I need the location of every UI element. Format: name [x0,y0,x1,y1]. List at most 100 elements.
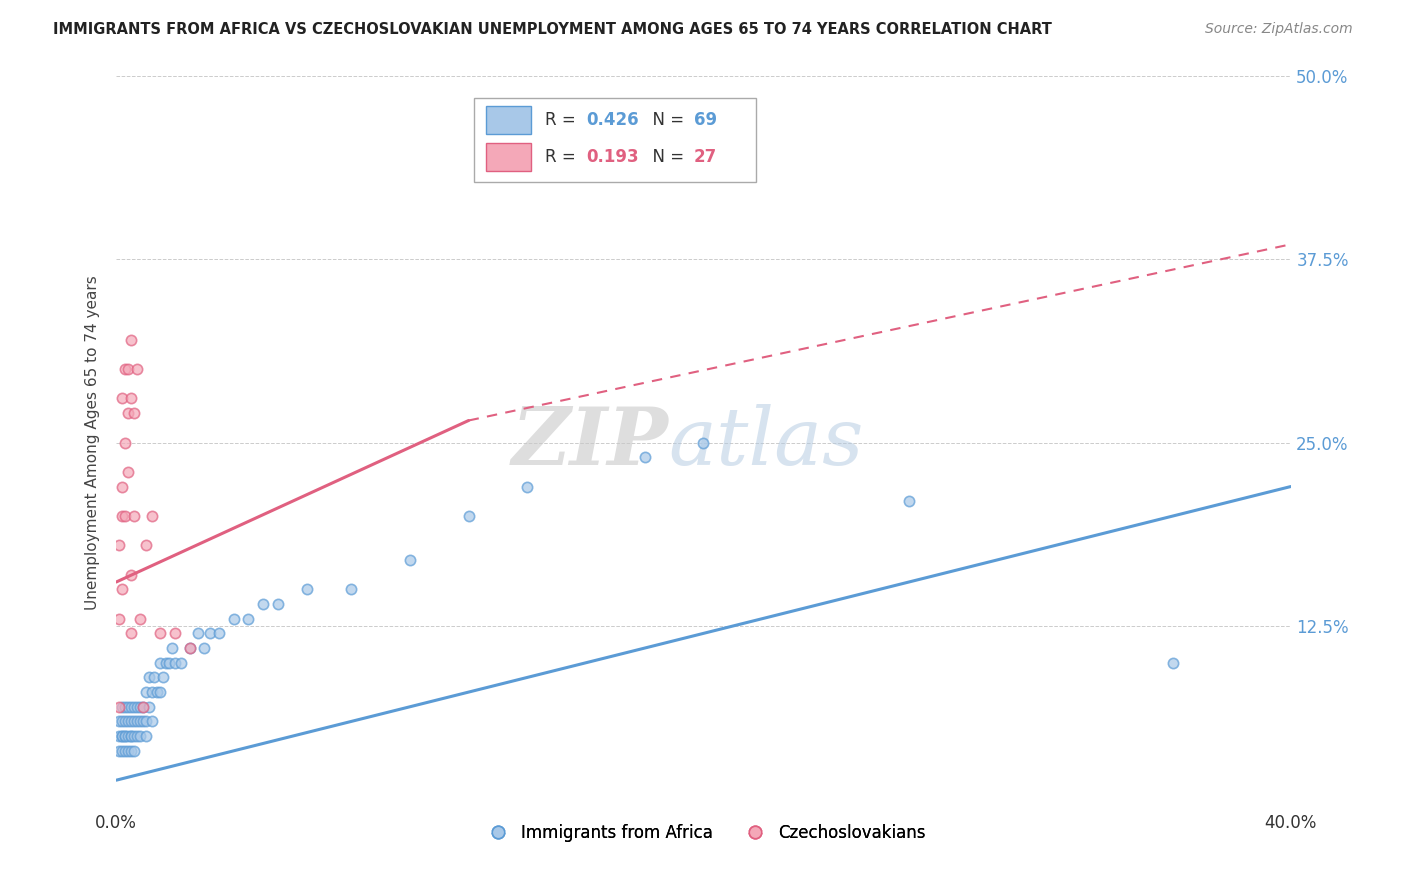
Text: 0.193: 0.193 [586,148,638,166]
Point [122,508,145,523]
Point [128,714,150,729]
Point [114,362,136,376]
Point [634,450,657,465]
Point [135,729,157,743]
Point [111,508,134,523]
Text: 69: 69 [695,112,717,129]
Point [122,744,145,758]
Point [117,714,139,729]
Point [128,729,150,743]
Point [149,685,172,699]
Point [131,699,153,714]
Point [170,656,193,670]
Text: R =: R = [546,112,581,129]
Point [111,729,134,743]
Point [117,362,139,376]
Point [149,656,172,670]
FancyBboxPatch shape [486,106,531,134]
Point [193,641,215,656]
Point [179,641,201,656]
Text: 0.426: 0.426 [586,112,638,129]
Point [108,744,131,758]
FancyBboxPatch shape [474,97,756,182]
Point [222,612,245,626]
Point [122,729,145,743]
Point [516,479,538,493]
Point [108,729,131,743]
Point [135,538,157,552]
Point [120,333,142,347]
Point [117,406,139,420]
Point [457,508,479,523]
Point [187,626,209,640]
Point [163,656,186,670]
Text: ZIP: ZIP [512,404,668,482]
Point [120,729,142,743]
Point [117,744,139,758]
Point [141,685,163,699]
Point [122,714,145,729]
FancyBboxPatch shape [486,143,531,171]
Point [146,685,169,699]
Point [1161,656,1184,670]
Point [114,435,136,450]
Point [149,626,172,640]
Point [155,656,177,670]
Point [114,714,136,729]
Point [128,612,150,626]
Point [131,714,153,729]
Point [143,670,166,684]
Point [238,612,260,626]
Point [179,641,201,656]
Point [125,714,148,729]
Point [125,729,148,743]
Point [117,699,139,714]
Point [157,656,180,670]
Point [120,699,142,714]
Point [120,714,142,729]
Point [125,362,148,376]
Point [108,699,131,714]
Point [111,392,134,406]
Point [114,744,136,758]
Text: 27: 27 [695,148,717,166]
Point [267,597,290,611]
Point [208,626,231,640]
Point [152,670,174,684]
Point [125,699,148,714]
Point [128,699,150,714]
Y-axis label: Unemployment Among Ages 65 to 74 years: Unemployment Among Ages 65 to 74 years [86,275,100,610]
Point [131,699,153,714]
Point [120,567,142,582]
Point [114,699,136,714]
Point [120,392,142,406]
Point [120,729,142,743]
Point [897,494,920,508]
Point [111,729,134,743]
Point [138,670,160,684]
Point [399,553,422,567]
Point [122,406,145,420]
Point [138,699,160,714]
Point [114,729,136,743]
Text: Source: ZipAtlas.com: Source: ZipAtlas.com [1205,22,1353,37]
Text: atlas: atlas [668,404,863,482]
Point [200,626,222,640]
Point [141,714,163,729]
Point [120,744,142,758]
Point [122,699,145,714]
Point [117,465,139,479]
Point [135,685,157,699]
Point [160,641,183,656]
Point [111,582,134,597]
Point [120,626,142,640]
Point [135,714,157,729]
Point [163,626,186,640]
Point [117,729,139,743]
Text: N =: N = [643,112,690,129]
Point [114,508,136,523]
Point [111,479,134,493]
Text: IMMIGRANTS FROM AFRICA VS CZECHOSLOVAKIAN UNEMPLOYMENT AMONG AGES 65 TO 74 YEARS: IMMIGRANTS FROM AFRICA VS CZECHOSLOVAKIA… [53,22,1052,37]
Point [692,435,714,450]
Point [114,729,136,743]
